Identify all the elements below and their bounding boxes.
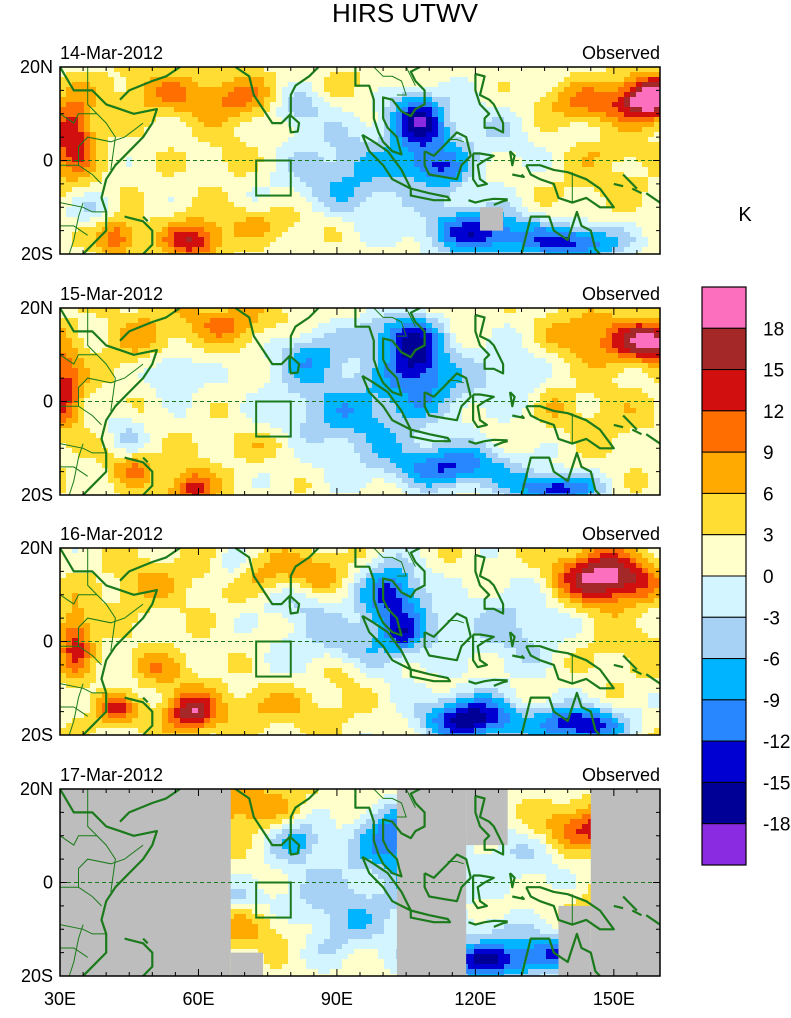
colorbar-swatch — [702, 493, 746, 534]
panel-date: 17-Mar-2012 — [60, 765, 163, 785]
panel-date: 16-Mar-2012 — [60, 524, 163, 544]
colorbar-level-label: -12 — [763, 732, 790, 753]
missing-data-region — [231, 953, 263, 976]
colorbar-level-label: 15 — [763, 361, 784, 382]
colorbar-level-label: 6 — [763, 484, 774, 505]
figure-title: HIRS UTWV — [332, 0, 479, 28]
y-tick-label: 20S — [21, 244, 53, 264]
colorbar-swatch — [702, 452, 746, 493]
panel-label: Observed — [582, 43, 660, 63]
colorbar: 18 15 12 9 6 3 0 -3 -6 -9 -12 -15 -18 — [702, 287, 790, 865]
colorbar-units: K — [738, 204, 752, 226]
colorbar-level-label: -18 — [763, 815, 790, 836]
colorbar-level-label: 9 — [763, 443, 774, 464]
panel-date: 14-Mar-2012 — [60, 43, 163, 63]
colorbar-level-label: -9 — [763, 691, 780, 712]
colorbar-level-label: -6 — [763, 650, 780, 671]
map-panel: 20N 0 20S 17-Mar-2012 Observed — [20, 765, 661, 986]
colorbar-swatch — [702, 370, 746, 411]
colorbar-swatch — [702, 328, 746, 369]
map-panel: 20N 0 20S 15-Mar-2012 Observed — [20, 284, 661, 505]
y-tick-label: 20N — [20, 57, 53, 77]
y-tick-label: 20S — [21, 485, 53, 505]
colorbar-level-label: -3 — [763, 608, 780, 629]
panel-label: Observed — [582, 524, 660, 544]
x-tick-label: 30E — [44, 989, 76, 1009]
x-tick-label: 120E — [454, 989, 496, 1009]
colorbar-swatch — [702, 411, 746, 452]
colorbar-swatch — [702, 287, 746, 328]
missing-data-region — [480, 207, 503, 230]
map-panel: 20N 0 20S 16-Mar-2012 Observed — [20, 524, 661, 745]
colorbar-level-label: -15 — [763, 773, 790, 794]
y-tick-label: 20S — [21, 725, 53, 745]
colorbar-swatch — [702, 576, 746, 617]
colorbar-level-label: 3 — [763, 526, 774, 547]
y-tick-label: 20N — [20, 298, 53, 318]
x-tick-labels: 30E 60E 90E 120E 150E — [44, 989, 635, 1009]
x-tick-label: 60E — [182, 989, 214, 1009]
y-tick-label: 20S — [21, 966, 53, 986]
colorbar-level-label: 18 — [763, 319, 784, 340]
x-tick-label: 90E — [321, 989, 353, 1009]
panel-label: Observed — [582, 765, 660, 785]
colorbar-swatch — [702, 700, 746, 741]
y-tick-label: 20N — [20, 779, 53, 799]
y-tick-label: 0 — [43, 873, 53, 893]
x-tick-label: 150E — [593, 989, 635, 1009]
map-panel: 20N 0 20S 14-Mar-2012 Observed — [20, 43, 661, 264]
colorbar-swatch — [702, 782, 746, 823]
colorbar-level-label: 12 — [763, 402, 784, 423]
y-tick-label: 20N — [20, 538, 53, 558]
colorbar-level-label: 0 — [763, 567, 774, 588]
y-tick-label: 0 — [43, 151, 53, 171]
colorbar-swatch — [702, 824, 746, 865]
colorbar-swatch — [702, 741, 746, 782]
y-tick-label: 0 — [43, 392, 53, 412]
map-panels: 20N 0 20S 14-Mar-2012 Observed 20N 0 20S 15-Mar-… — [20, 43, 661, 1009]
colorbar-swatch — [702, 617, 746, 658]
panel-date: 15-Mar-2012 — [60, 284, 163, 304]
colorbar-swatch — [702, 659, 746, 700]
panel-label: Observed — [582, 284, 660, 304]
colorbar-swatch — [702, 535, 746, 576]
y-tick-label: 0 — [43, 632, 53, 652]
